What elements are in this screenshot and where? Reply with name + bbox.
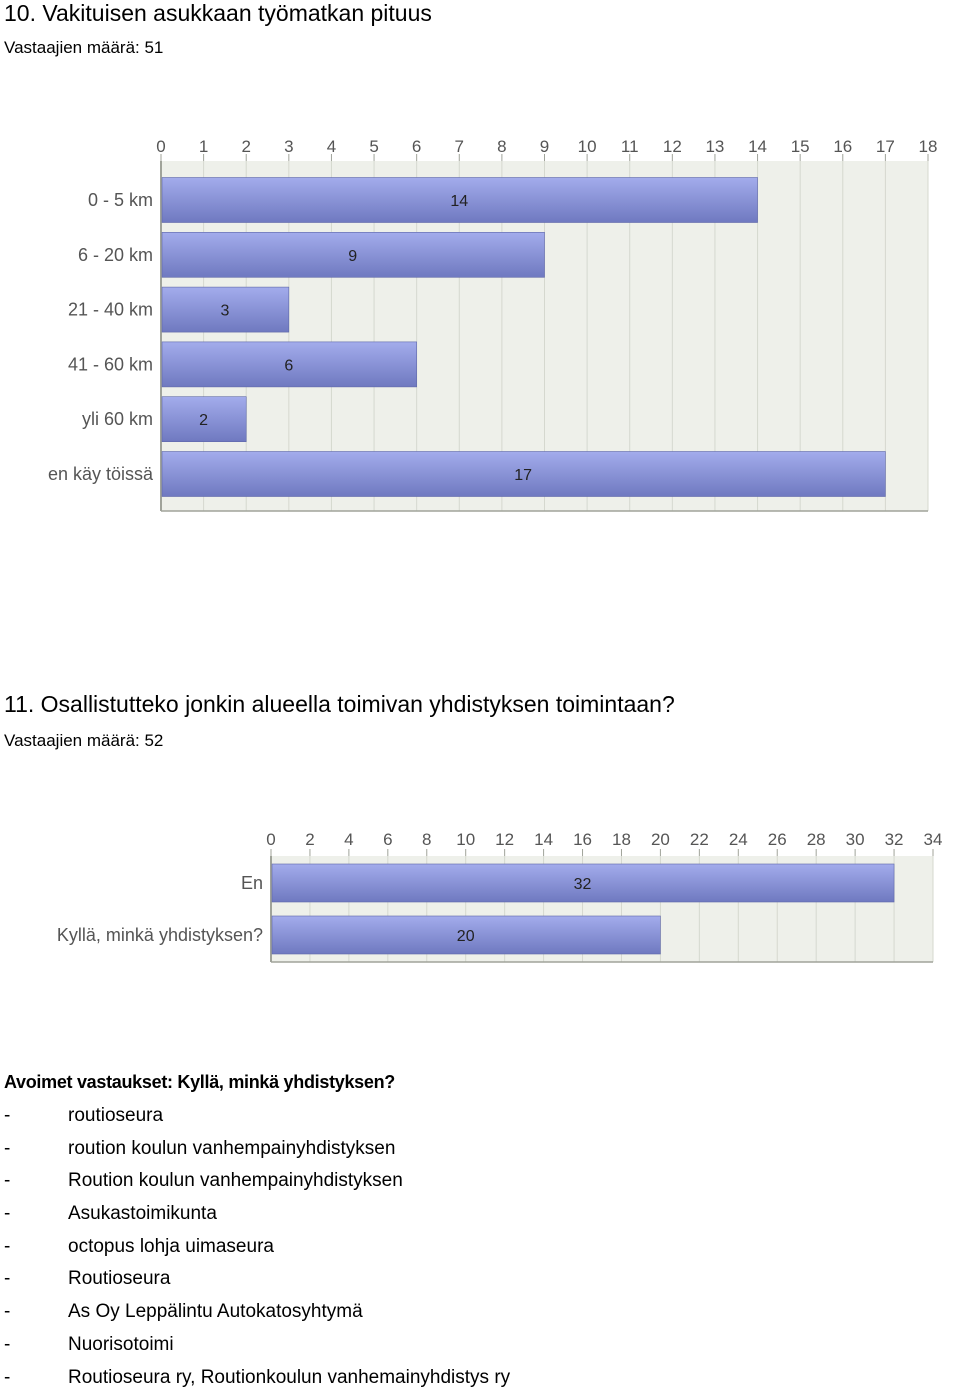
category-label: En [241, 873, 263, 893]
list-bullet: - [4, 1231, 10, 1264]
bar-value-label: 2 [199, 412, 208, 429]
x-tick-label: 4 [344, 830, 353, 849]
category-label: 0 - 5 km [88, 190, 153, 210]
category-label: 6 - 20 km [78, 245, 153, 265]
x-tick-label: 6 [383, 830, 392, 849]
x-tick-label: 3 [284, 137, 293, 156]
list-bullet: - [4, 1165, 10, 1198]
x-tick-label: 18 [919, 137, 938, 156]
bar-value-label: 20 [457, 928, 475, 945]
x-tick-label: 11 [621, 137, 639, 156]
x-tick-label: 24 [729, 830, 748, 849]
bar-value-label: 9 [348, 248, 357, 265]
category-label: 21 - 40 km [68, 300, 153, 320]
category-label: en käy töissä [48, 464, 154, 484]
x-tick-label: 2 [305, 830, 314, 849]
list-bullet: - [4, 1362, 10, 1394]
bar-value-label: 3 [220, 303, 229, 320]
x-tick-label: 7 [455, 137, 464, 156]
list-bullet: - [4, 1329, 10, 1362]
list-bullet: - [4, 1296, 10, 1329]
x-tick-label: 26 [768, 830, 787, 849]
open-answer-text: octopus lohja uimaseura [68, 1231, 274, 1264]
open-answer-text: As Oy Leppälintu Autokatosyhtymä [68, 1296, 363, 1329]
list-bullet: - [4, 1133, 10, 1166]
open-answer-text: Routioseura ry, Routionkoulun vanhemainy… [68, 1362, 510, 1394]
open-answer-text: Roution koulun vanhempainyhdistyksen [68, 1165, 403, 1198]
x-tick-label: 8 [497, 137, 506, 156]
open-answer-text: routioseura [68, 1100, 163, 1133]
x-tick-label: 12 [495, 830, 514, 849]
open-answer-text: Asukastoimikunta [68, 1198, 217, 1231]
category-label: yli 60 km [82, 409, 153, 429]
x-tick-label: 1 [199, 137, 208, 156]
x-tick-label: 18 [612, 830, 631, 849]
bar-value-label: 14 [450, 193, 468, 210]
x-tick-label: 6 [412, 137, 421, 156]
open-answer-text: Routioseura [68, 1263, 170, 1296]
x-tick-label: 30 [846, 830, 865, 849]
x-tick-label: 20 [651, 830, 670, 849]
x-tick-label: 2 [241, 137, 250, 156]
x-tick-label: 12 [663, 137, 682, 156]
x-tick-label: 28 [807, 830, 826, 849]
x-tick-label: 10 [578, 137, 597, 156]
x-tick-label: 4 [327, 137, 336, 156]
x-tick-label: 14 [534, 830, 553, 849]
open-answer-text: roution koulun vanhempainyhdistyksen [68, 1133, 395, 1166]
x-tick-label: 22 [690, 830, 709, 849]
x-tick-label: 34 [924, 830, 943, 849]
x-tick-label: 5 [369, 137, 378, 156]
open-answer-text: Nuorisotoimi [68, 1329, 174, 1362]
list-bullet: - [4, 1198, 10, 1231]
bar-value-label: 6 [284, 357, 293, 374]
x-tick-label: 32 [885, 830, 904, 849]
x-tick-label: 10 [456, 830, 475, 849]
list-bullet: - [4, 1100, 10, 1133]
category-label: Kyllä, minkä yhdistyksen? [57, 925, 263, 945]
open-answers-title: Avoimet vastaukset: Kyllä, minkä yhdisty… [4, 1072, 395, 1093]
list-bullet: - [4, 1263, 10, 1296]
question-11-respondents: Vastaajien määrä: 52 [4, 731, 163, 751]
bar-value-label: 17 [514, 467, 532, 484]
x-tick-label: 15 [791, 137, 810, 156]
x-tick-label: 17 [876, 137, 895, 156]
x-tick-label: 0 [156, 137, 165, 156]
x-tick-label: 8 [422, 830, 431, 849]
bar-value-label: 32 [574, 876, 592, 893]
question-11-title: 11. Osallistutteko jonkin alueella toimi… [4, 691, 675, 718]
category-label: 41 - 60 km [68, 354, 153, 374]
x-tick-label: 16 [833, 137, 852, 156]
x-tick-label: 14 [748, 137, 767, 156]
x-tick-label: 9 [540, 137, 549, 156]
x-tick-label: 0 [266, 830, 275, 849]
x-tick-label: 13 [705, 137, 724, 156]
x-tick-label: 16 [573, 830, 592, 849]
